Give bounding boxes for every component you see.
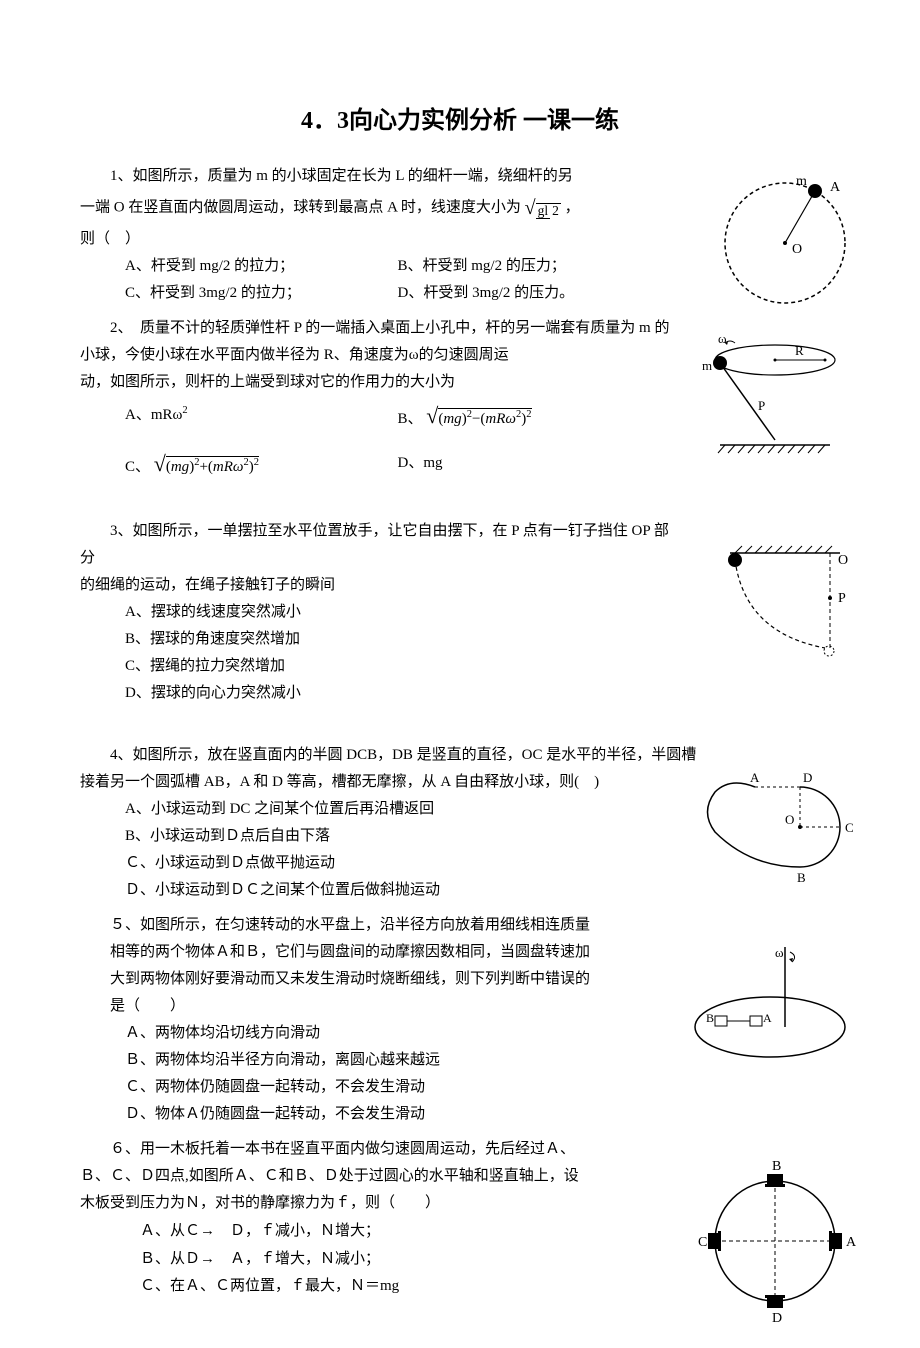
question-2: R m ω P 2、 质量不计的轻质弹性杆 P 的一	[80, 315, 840, 483]
q2-line3: 动，如图所示，则杆的上端受到球对它的作用力的大小为	[80, 369, 670, 396]
q3-optA: A、摆球的线速度突然减小	[125, 599, 670, 626]
question-3: O P 3、如图所示，一单摆拉至水平位置放手，让它自由摆下，在 P 点有一钉子挡…	[80, 518, 840, 707]
q1-frac-den: 2	[550, 203, 561, 218]
q2-optC: C、 √(mg)2+(mRω2)2	[125, 444, 398, 484]
svg-text:P: P	[758, 398, 765, 413]
q3-line2: 的细绳的运动，在绳子接触钉子的瞬间	[80, 572, 670, 599]
q5-optC: Ｃ、两物体仍随圆盘一起转动，不会发生滑动	[125, 1074, 670, 1101]
q5-line3: 大到两物体刚好要滑动而又未发生滑动时烧断细线，则下列判断中错误的	[80, 966, 670, 993]
q4-optC: Ｃ、小球运动到Ｄ点做平抛运动	[125, 850, 670, 877]
q6-optB: Ｂ、从Ｄ→ Ａ，ｆ增大，Ｎ减小；	[140, 1245, 670, 1273]
svg-text:O: O	[785, 812, 794, 827]
svg-text:B: B	[797, 870, 806, 885]
svg-text:P: P	[838, 591, 846, 606]
q1-formula: √gl2	[525, 190, 561, 226]
svg-text:A: A	[763, 1011, 772, 1025]
fig-q1-label-O: O	[792, 242, 802, 257]
svg-text:C: C	[845, 820, 854, 835]
svg-text:A: A	[846, 1235, 857, 1250]
question-5: ω B A ５、如图所示，在匀速转动的水平盘上，沿半径方向放着用细线相连质量 相…	[80, 912, 840, 1128]
figure-q6: B D C A	[690, 1156, 860, 1326]
figure-q1: m A O	[710, 153, 860, 313]
q1-line2-post: ，	[565, 200, 580, 216]
q6-line3: 木板受到压力为Ｎ，对书的静摩擦力为ｆ，则（ ）	[80, 1190, 670, 1217]
q3-optD: D、摆球的向心力突然减小	[125, 680, 670, 707]
svg-text:B: B	[706, 1011, 714, 1025]
q6-optC: Ｃ、在Ａ、Ｃ两位置，ｆ最大，Ｎ＝mg	[140, 1273, 670, 1300]
q1-line2-pre: 一端 O 在竖直面内做圆周运动，球转到最高点 A 时，线速度大小为	[80, 200, 521, 216]
figure-q3: O P	[710, 538, 860, 668]
q1-optD: D、杆受到 3mg/2 的压力。	[398, 280, 671, 307]
q1-optB: B、杆受到 mg/2 的压力；	[398, 253, 671, 280]
q4-optA: A、小球运动到 DC 之间某个位置后再沿槽返回	[125, 796, 670, 823]
question-1: m A O 1、如图所示，质量为 m 的小球固定在长为 L 的细杆一端，绕细杆的…	[80, 163, 840, 307]
q1-line3: 则（ ）	[80, 226, 670, 253]
q1-intro: 1、如图所示，质量为 m 的小球固定在长为 L 的细杆一端，绕细杆的另	[80, 163, 670, 190]
svg-text:B: B	[772, 1159, 781, 1174]
q6-optA: Ａ、从Ｃ→ Ｄ，ｆ减小，Ｎ增大；	[140, 1217, 670, 1245]
q5-line2: 相等的两个物体Ａ和Ｂ，它们与圆盘间的动摩擦因数相同，当圆盘转速加	[80, 939, 670, 966]
svg-text:D: D	[772, 1311, 782, 1326]
q2-line2: 小球，今使小球在水平面内做半径为 R、角速度为ω的匀速圆周运	[80, 342, 670, 369]
q5-optB: Ｂ、两物体均沿半径方向滑动，离圆心越来越远	[125, 1047, 670, 1074]
q3-optB: B、摆球的角速度突然增加	[125, 626, 670, 653]
svg-text:D: D	[803, 770, 812, 785]
fig-q1-label-m: m	[796, 174, 807, 189]
q1-optC: C、杆受到 3mg/2 的拉力；	[125, 280, 398, 307]
fig-q1-label-A: A	[830, 180, 841, 195]
svg-text:R: R	[795, 343, 804, 358]
q1-line2: 一端 O 在竖直面内做圆周运动，球转到最高点 A 时，线速度大小为 √gl2 ，	[80, 190, 670, 226]
figure-q4: A D O C B	[690, 762, 860, 892]
q2-optA: A、mRω2	[125, 402, 398, 429]
q5-optD: Ｄ、物体Ａ仍随圆盘一起转动，不会发生滑动	[125, 1101, 670, 1128]
q5-optA: Ａ、两物体均沿切线方向滑动	[125, 1020, 670, 1047]
q2-optD: D、mg	[398, 450, 671, 477]
q2-optB: B、 √(mg)2−(mRω2)2	[398, 396, 671, 436]
figure-q5: ω B A	[680, 942, 860, 1072]
svg-text:ω: ω	[775, 945, 784, 960]
q1-frac-num: gl	[536, 203, 551, 219]
q4-optB: B、小球运动到Ｄ点后自由下落	[125, 823, 670, 850]
svg-text:ω: ω	[718, 335, 727, 346]
svg-text:O: O	[838, 553, 848, 568]
q3-intro: 3、如图所示，一单摆拉至水平位置放手，让它自由摆下，在 P 点有一钉子挡住 OP…	[80, 518, 670, 572]
q2-intro: 2、 质量不计的轻质弹性杆 P 的一端插入桌面上小孔中，杆的另一端套有质量为 m…	[80, 315, 670, 342]
figure-q2: R m ω P	[690, 335, 860, 465]
svg-text:m: m	[702, 358, 712, 373]
q1-optA: A、杆受到 mg/2 的拉力；	[125, 253, 398, 280]
q6-line2: Ｂ、Ｃ、Ｄ四点,如图所Ａ、Ｃ和Ｂ、Ｄ处于过圆心的水平轴和竖直轴上，设	[80, 1163, 670, 1190]
q6-intro: ６、用一木板托着一本书在竖直平面内做匀速圆周运动，先后经过Ａ、	[80, 1136, 670, 1163]
question-4: A D O C B 4、如图所示，放在竖直面内的半圆 DCB，DB 是竖直的直径…	[80, 742, 840, 904]
svg-text:A: A	[750, 770, 760, 785]
q3-optC: C、摆绳的拉力突然增加	[125, 653, 670, 680]
q5-intro: ５、如图所示，在匀速转动的水平盘上，沿半径方向放着用细线相连质量	[80, 912, 670, 939]
question-6: B D C A ６、用一木板托着一本书在竖直平面内做匀速圆周运动，先后经过Ａ、 …	[80, 1136, 840, 1300]
page-title: 4．3向心力实例分析 一课一练	[80, 100, 840, 143]
q5-line4: 是（ ）	[80, 993, 670, 1020]
q4-optD: Ｄ、小球运动到ＤＣ之间某个位置后做斜抛运动	[125, 877, 670, 904]
svg-text:C: C	[698, 1235, 707, 1250]
